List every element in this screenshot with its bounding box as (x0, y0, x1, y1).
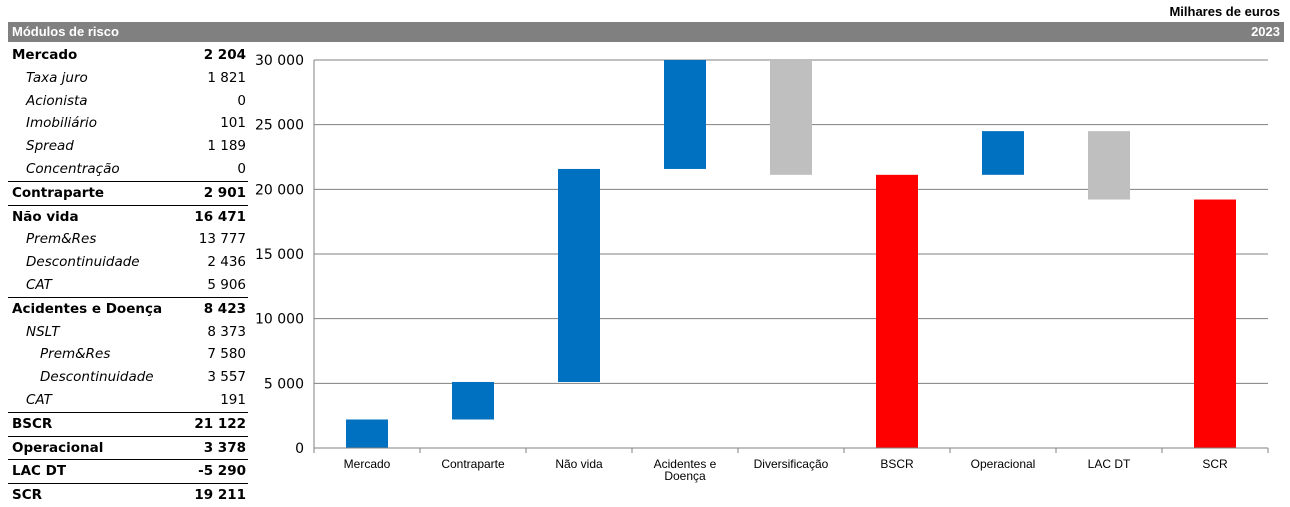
row-label: Taxa juro (26, 69, 88, 86)
x-tick-label: Não vida (555, 457, 603, 471)
table-row: SCR 19 211 (8, 484, 248, 507)
row-label: Contraparte (12, 184, 105, 201)
row-label: Spread (26, 138, 74, 155)
table-row: Acidentes e Doença 8 423 (8, 298, 248, 321)
table-row: Descontinuidade 3 557 (8, 366, 248, 389)
table-row: CAT 5 906 (8, 274, 248, 298)
x-tick-label: Operacional (971, 457, 1036, 471)
row-label: Acidentes e Doença (12, 300, 163, 317)
row-value: 5 906 (207, 276, 246, 293)
row-label: Operacional (12, 439, 104, 456)
row-value: 191 (220, 391, 246, 408)
year-label: 2023 (1251, 24, 1280, 39)
table-row: Operacional 3 378 (8, 437, 248, 461)
row-label: Descontinuidade (40, 369, 154, 386)
row-value: 13 777 (198, 231, 246, 248)
row-value: 3 557 (207, 369, 246, 386)
y-tick-label: 25 000 (255, 118, 304, 134)
x-tick-label: BSCR (880, 457, 914, 471)
row-label: CAT (26, 276, 52, 293)
table-row: Descontinuidade 2 436 (8, 251, 248, 274)
y-tick-label: 0 (295, 441, 304, 457)
table-row: NSLT 8 373 (8, 321, 248, 344)
row-label: Concentração (26, 160, 120, 177)
table-row: Não vida 16 471 (8, 206, 248, 229)
x-tick-label: Diversificação (754, 457, 829, 471)
y-tick-label: 30 000 (255, 53, 304, 69)
row-value: 1 821 (207, 69, 246, 86)
x-tick-label: Contraparte (441, 457, 505, 471)
y-tick-label: 10 000 (255, 312, 304, 328)
x-tick-label: LAC DT (1088, 457, 1131, 471)
row-label: SCR (12, 487, 43, 504)
table-row: Prem&Res 13 777 (8, 228, 248, 251)
row-value: 0 (237, 160, 246, 177)
bar (1194, 199, 1236, 448)
bar (452, 381, 494, 420)
table-row: Mercado 2 204 (8, 44, 248, 67)
table-row: Contraparte 2 901 (8, 182, 248, 206)
waterfall-chart: 0 5 000 10 000 15 000 20 000 25 000 30 000 Merc… (255, 53, 1269, 483)
x-tick-label: Mercado (344, 457, 391, 471)
row-value: 16 471 (194, 208, 246, 225)
row-value: 7 580 (207, 346, 246, 363)
row-value: -5 290 (198, 463, 246, 480)
bar (1088, 131, 1130, 200)
table-row: Concentração 0 (8, 158, 248, 182)
row-value: 21 122 (194, 415, 246, 432)
y-tick-label: 5 000 (264, 376, 304, 392)
bar (982, 131, 1024, 175)
row-label: Prem&Res (40, 346, 111, 363)
row-value: 8 423 (203, 300, 246, 317)
x-tick-label: SCR (1202, 457, 1228, 471)
bar (876, 174, 918, 448)
bar (346, 419, 388, 448)
row-label: NSLT (26, 323, 60, 340)
units-label: Milhares de euros (1169, 4, 1280, 19)
row-value: 2 901 (203, 184, 246, 201)
row-label: BSCR (12, 415, 53, 432)
row-label: LAC DT (12, 463, 67, 480)
row-value: 101 (220, 115, 246, 132)
table-row: Acionista 0 (8, 90, 248, 113)
row-label: CAT (26, 391, 52, 408)
table-row: LAC DT -5 290 (8, 460, 248, 485)
table-row: Spread 1 189 (8, 135, 248, 158)
y-tick-label: 20 000 (255, 182, 304, 198)
row-label: Acionista (26, 92, 88, 109)
bar (664, 60, 706, 169)
row-label: Mercado (12, 47, 78, 63)
table-row: Taxa juro 1 821 (8, 67, 248, 90)
table-row: Imobiliário 101 (8, 112, 248, 135)
row-label: Imobiliário (26, 115, 98, 132)
x-tick-label: Acidentes e (654, 457, 717, 471)
row-value: 0 (237, 92, 246, 109)
y-tick-label: 15 000 (255, 247, 304, 263)
x-tick-label: Doença (664, 469, 706, 483)
row-label: Descontinuidade (26, 254, 140, 271)
row-value: 19 211 (194, 487, 246, 504)
row-value: 3 378 (203, 439, 246, 456)
row-value: 2 436 (207, 254, 246, 271)
bar (770, 60, 812, 175)
table-row: CAT 191 (8, 389, 248, 413)
header-bar: Módulos de risco 2023 (8, 22, 1284, 42)
table-title: Módulos de risco (12, 24, 119, 39)
table-row: BSCR 21 122 (8, 413, 248, 437)
table-row: Prem&Res 7 580 (8, 343, 248, 366)
row-value: 8 373 (207, 323, 246, 340)
risk-modules-table: Mercado 2 204 Taxa juro 1 821 Acionista 0 Imob… (8, 44, 248, 507)
row-label: Não vida (12, 208, 79, 225)
row-label: Prem&Res (26, 231, 97, 248)
row-value: 2 204 (203, 47, 246, 63)
bar (558, 168, 600, 382)
row-value: 1 189 (207, 138, 246, 155)
